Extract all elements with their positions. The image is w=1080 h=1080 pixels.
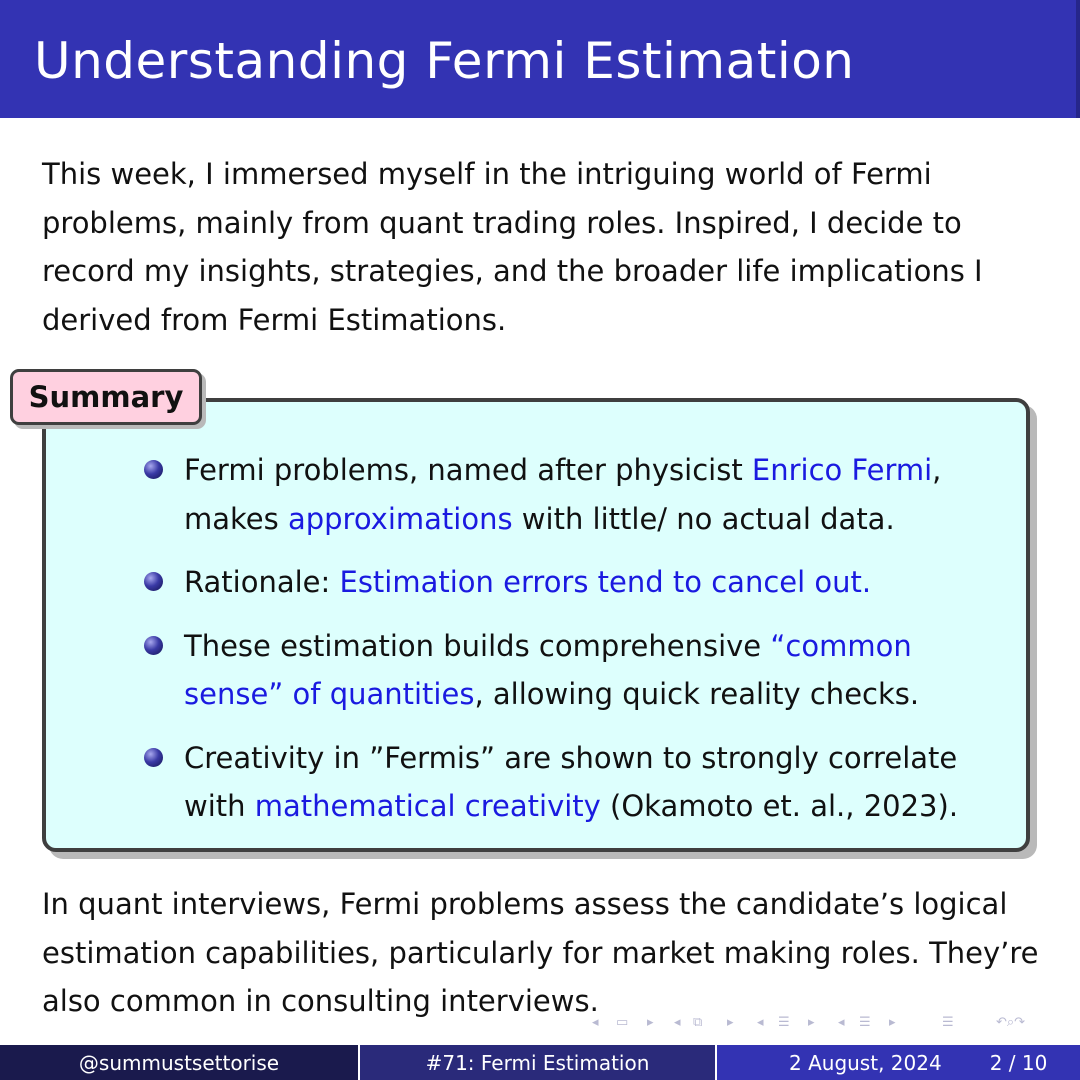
- bullet-text: Rationale:: [184, 565, 340, 599]
- summary-box: [42, 398, 1030, 852]
- bullet-item: Creativity in ”Fermis” are shown to stro…: [140, 734, 1010, 831]
- toc-icon[interactable]: ☰: [942, 1015, 954, 1030]
- title-bar: Understanding Fermi Estimation: [0, 0, 1080, 118]
- slide-title: Understanding Fermi Estimation: [34, 32, 855, 90]
- bullet-item: These estimation builds comprehensive “c…: [140, 622, 1010, 719]
- bullet-dot-icon: [144, 460, 163, 479]
- bullet-item: Fermi problems, named after physicist En…: [140, 446, 1010, 543]
- frame-icon[interactable]: ▭: [616, 1015, 629, 1030]
- bullet-item: Rationale: Estimation errors tend to can…: [140, 558, 1010, 607]
- bullet-text: These estimation builds comprehensive: [184, 628, 771, 663]
- nav-next-icon[interactable]: ▸: [647, 1015, 654, 1030]
- beamer-navigation: ◂ ▭ ▸ ◂ ⧉ ▸ ◂ ☰ ▸ ◂ ☰ ▸ ☰ ↶⌕↷: [592, 1015, 1070, 1035]
- highlight-text: mathematical creativity: [254, 789, 601, 823]
- bullet-text: (Okamoto et. al., 2023).: [600, 789, 959, 823]
- outro-paragraph: In quant interviews, Fermi problems asse…: [42, 887, 1039, 1018]
- highlight-text: Estimation errors tend to cancel out.: [339, 565, 872, 599]
- highlight-text: “common sense” of quantities: [184, 628, 912, 712]
- nav-next-icon[interactable]: ▸: [727, 1015, 734, 1030]
- section-icon[interactable]: ☰: [859, 1015, 871, 1030]
- footer-date-page: 2 August, 2024 2 / 10: [717, 1045, 1080, 1080]
- footer-title-text: #71: Fermi Estimation: [425, 1050, 650, 1075]
- bullet-dot-icon: [144, 572, 163, 591]
- footer-author: @summustsettorise: [0, 1045, 360, 1080]
- summary-label: Summary: [10, 369, 202, 425]
- nav-prev-icon[interactable]: ◂: [592, 1015, 599, 1030]
- footer-bar: @summustsettorise #71: Fermi Estimation …: [0, 1045, 1080, 1080]
- search-icon[interactable]: ↶⌕↷: [996, 1015, 1026, 1030]
- nav-prev-icon[interactable]: ◂: [674, 1015, 681, 1030]
- bullet-dot-icon: [144, 747, 163, 767]
- footer-author-text: @summustsettorise: [78, 1050, 280, 1075]
- intro-paragraph: This week, I immersed myself in the intr…: [42, 157, 983, 337]
- highlight-text: Enrico Fermi: [751, 453, 933, 487]
- summary-bullet-list: Fermi problems, named after physicist En…: [140, 446, 1010, 846]
- bullet-text: with little/ no actual data.: [512, 501, 895, 536]
- subsection-icon[interactable]: ☰: [778, 1015, 790, 1030]
- footer-short-title: #71: Fermi Estimation: [360, 1045, 717, 1080]
- footer-page-number: 2 / 10: [989, 1050, 1048, 1075]
- bullet-text: , makes: [184, 453, 942, 536]
- nav-next-icon[interactable]: ▸: [889, 1015, 896, 1030]
- bullet-text: , allowing quick reality checks.: [474, 677, 920, 711]
- frame-icon[interactable]: ⧉: [693, 1015, 703, 1030]
- nav-prev-icon[interactable]: ◂: [757, 1015, 764, 1030]
- footer-date: 2 August, 2024: [789, 1050, 942, 1075]
- bullet-dot-icon: [144, 635, 163, 655]
- bullet-text: Creativity in ”Fermis” are shown to stro…: [184, 740, 958, 824]
- bullet-text: Fermi problems, named after physicist: [184, 453, 752, 487]
- nav-prev-icon[interactable]: ◂: [838, 1015, 845, 1030]
- highlight-text: approximations: [287, 501, 513, 536]
- nav-next-icon[interactable]: ▸: [808, 1015, 815, 1030]
